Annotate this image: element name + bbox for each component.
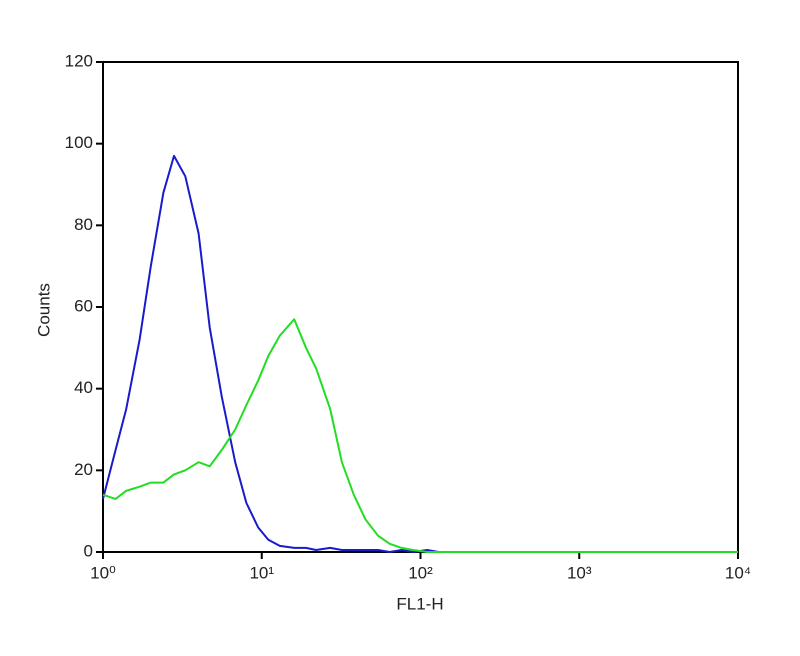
x-tick-label: 10⁰	[90, 563, 116, 582]
x-tick-label: 10³	[567, 563, 592, 582]
y-tick-label: 120	[65, 51, 93, 70]
plot-frame	[102, 61, 739, 553]
y-axis-label: Counts	[34, 283, 53, 337]
x-tick-label: 10⁴	[725, 563, 751, 582]
x-tick-label: 10²	[408, 563, 433, 582]
x-axis-label: FL1-H	[396, 594, 443, 613]
y-tick-label: 100	[65, 133, 93, 152]
y-tick-label: 0	[84, 541, 93, 560]
histogram-line	[102, 154, 738, 553]
y-tick-label: 60	[74, 296, 93, 315]
x-tick-label: 10¹	[249, 563, 274, 582]
y-tick-label: 40	[74, 378, 93, 397]
histogram-line	[102, 318, 738, 553]
y-tick-label: 80	[74, 215, 93, 234]
y-tick-label: 20	[74, 460, 93, 479]
